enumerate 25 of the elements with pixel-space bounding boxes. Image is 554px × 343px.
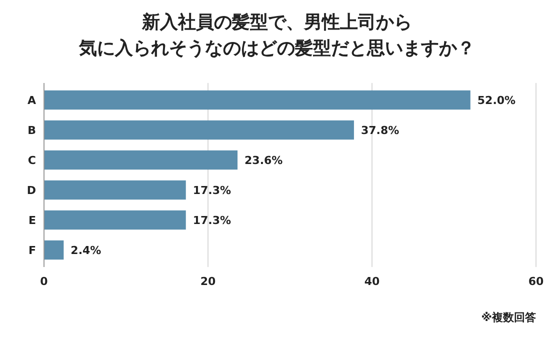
data-label: 17.3% xyxy=(192,184,232,197)
y-tick-label: E xyxy=(28,214,36,227)
y-tick-label: D xyxy=(26,184,36,197)
bar xyxy=(44,150,238,170)
bar xyxy=(44,180,186,200)
y-tick-label: C xyxy=(28,154,36,167)
data-label: 52.0% xyxy=(477,94,516,107)
text: ※複数回答 xyxy=(481,311,537,324)
y-tick-label: A xyxy=(27,94,36,107)
bar xyxy=(44,240,64,260)
chart-subtitle: 気に入られそうなのはどの髪型だと思いますか？ xyxy=(78,38,475,59)
x-tick-label: 60 xyxy=(528,275,544,288)
data-label: 2.4% xyxy=(70,244,102,257)
data-label: 37.8% xyxy=(360,124,400,137)
bar xyxy=(44,90,470,110)
data-label: 17.3% xyxy=(192,214,232,227)
x-tick-label: 0 xyxy=(40,275,48,288)
bar xyxy=(44,120,354,140)
x-tick-label: 20 xyxy=(200,275,216,288)
y-tick-label: F xyxy=(28,244,36,257)
y-tick-label: B xyxy=(28,124,36,137)
data-label: 23.6% xyxy=(244,154,283,167)
bar xyxy=(44,210,186,230)
x-tick-label: 40 xyxy=(364,275,380,288)
chart-title: 新入社員の髪型で、男性上司から xyxy=(141,12,412,33)
